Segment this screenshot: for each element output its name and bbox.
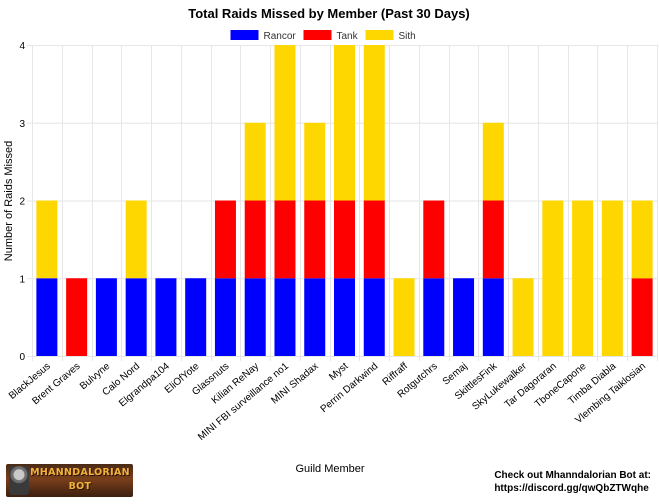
bar-sith-3 [125,200,147,279]
bar-rancor-13 [423,278,445,356]
legend-swatch-sith [365,30,394,40]
chart-title: Total Raids Missed by Member (Past 30 Da… [188,6,470,21]
bar-rancor-2 [95,278,117,356]
bar-tank-13 [423,200,445,279]
bar-tank-20 [631,278,653,356]
bar-rancor-3 [125,278,147,356]
bar-tank-8 [274,200,296,279]
bar-rancor-0 [36,278,58,356]
legend-label-tank: Tank [337,31,359,42]
mhanndalorian-bot-logo: MHANNDALORIAN BOT [6,464,133,497]
legend-swatch-tank [303,30,332,40]
y-tick-label: 0 [19,352,25,363]
bar-rancor-4 [155,278,177,356]
bar-tank-7 [244,200,266,279]
bar-series [36,45,653,356]
promo-line-1: Check out Mhanndalorian Bot at: [494,470,651,481]
bar-rancor-6 [214,278,236,356]
y-tick-label: 4 [19,41,25,52]
logo-line-2: BOT [68,481,92,492]
bar-sith-0 [36,200,58,279]
bar-sith-19 [601,200,623,356]
bar-sith-15 [482,122,504,201]
bar-sith-12 [393,278,415,356]
x-axis-title: Guild Member [295,463,364,475]
x-tick-label: TboneCapone [533,361,589,410]
legend-label-rancor: Rancor [264,31,297,42]
y-axis-title: Number of Raids Missed [3,141,15,261]
bar-rancor-7 [244,278,266,356]
logo-line-1: MHANNDALORIAN [30,467,130,478]
bar-rancor-5 [185,278,207,356]
promo-link[interactable]: https://discord.gg/qwQbZTWqhe [494,483,649,494]
promo-text: Check out Mhanndalorian Bot at: https://… [494,469,651,495]
bar-tank-1 [66,278,88,356]
x-tick-label: Myst [327,361,350,383]
bar-rancor-14 [453,278,475,356]
bar-sith-16 [512,278,534,356]
bar-rancor-8 [274,278,296,356]
bar-tank-11 [363,200,385,279]
bar-tank-15 [482,200,504,279]
bar-sith-9 [304,122,326,201]
chart-legend: Rancor Tank Sith [230,30,416,42]
y-tick-label: 1 [19,274,25,285]
y-tick-label: 3 [19,119,25,130]
bar-tank-10 [334,200,355,279]
x-tick-label: Tar Dagoraran [503,361,559,411]
bar-sith-20 [631,200,653,279]
logo-wordmark: MHANNDALORIAN BOT [30,466,130,494]
y-tick-label: 2 [19,197,25,208]
legend-swatch-rancor [230,30,259,40]
grid-lines [27,45,658,361]
bar-sith-8 [274,45,296,201]
mandalorian-figure-icon [9,466,29,495]
bar-rancor-11 [363,278,385,356]
bar-sith-17 [542,200,564,356]
bar-rancor-10 [334,278,355,356]
bar-rancor-15 [482,278,504,356]
y-axis-ticks: 0 1 2 3 4 [19,41,25,363]
bar-sith-11 [363,45,385,201]
bar-sith-10 [334,45,355,201]
bar-tank-6 [214,200,236,279]
bar-tank-9 [304,200,326,279]
bar-rancor-9 [304,278,326,356]
bar-sith-7 [244,122,266,201]
bar-sith-18 [572,200,594,356]
legend-label-sith: Sith [399,31,416,42]
